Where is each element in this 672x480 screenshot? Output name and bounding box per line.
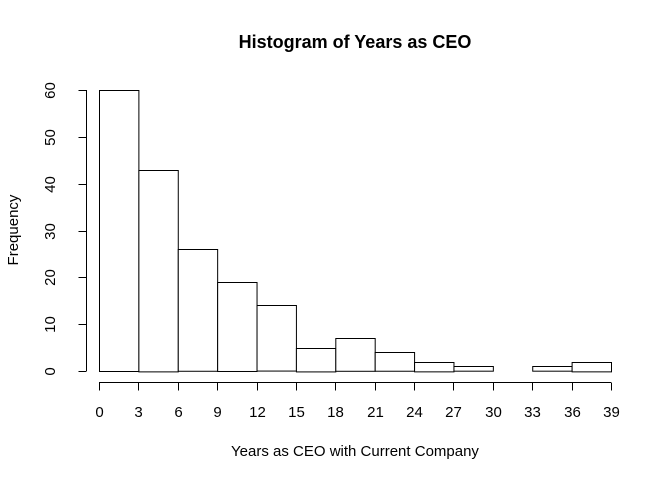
histogram-bar — [453, 366, 494, 372]
x-tick-label: 18 — [327, 404, 344, 421]
chart-title: Histogram of Years as CEO — [239, 32, 472, 52]
x-tick-label: 6 — [174, 404, 182, 421]
histogram-bar — [571, 362, 612, 373]
x-tick-label: 9 — [213, 404, 221, 421]
x-tick-label: 21 — [367, 404, 384, 421]
x-tick-label: 36 — [564, 404, 581, 421]
histogram-bar — [99, 90, 140, 372]
y-tick-label: 20 — [42, 269, 59, 286]
x-tick-label: 0 — [95, 404, 103, 421]
histogram-bar — [532, 366, 573, 372]
y-tick-label: 10 — [42, 316, 59, 333]
x-tick-label: 27 — [445, 404, 462, 421]
x-axis: 0 3 6 9 12 15 18 21 24 27 30 33 36 39 — [95, 382, 620, 421]
x-tick-label: 30 — [485, 404, 502, 421]
y-tick-label: 40 — [42, 176, 59, 193]
x-tick-label: 12 — [249, 404, 266, 421]
histogram-bar — [217, 282, 258, 372]
x-tick-label: 3 — [134, 404, 142, 421]
histogram-bar — [256, 305, 297, 372]
histogram-bar — [335, 338, 376, 372]
y-tick-label: 60 — [42, 82, 59, 99]
y-tick-label: 0 — [42, 367, 59, 375]
y-axis: 0 10 20 30 40 50 60 — [42, 82, 87, 376]
histogram-bar — [414, 362, 455, 373]
histogram-bar — [138, 170, 179, 373]
histogram-bar — [295, 348, 337, 373]
y-axis-label: Frequency — [5, 194, 22, 265]
x-tick-label: 33 — [524, 404, 541, 421]
x-axis-label: Years as CEO with Current Company — [231, 443, 479, 460]
y-tick-label: 50 — [42, 129, 59, 146]
histogram-bar — [177, 249, 219, 372]
x-tick-label: 39 — [603, 404, 620, 421]
bars-group — [99, 90, 612, 373]
y-tick-label: 30 — [42, 223, 59, 240]
x-tick-label: 24 — [406, 404, 423, 421]
x-tick-label: 15 — [288, 404, 305, 421]
histogram-bar — [374, 352, 416, 372]
